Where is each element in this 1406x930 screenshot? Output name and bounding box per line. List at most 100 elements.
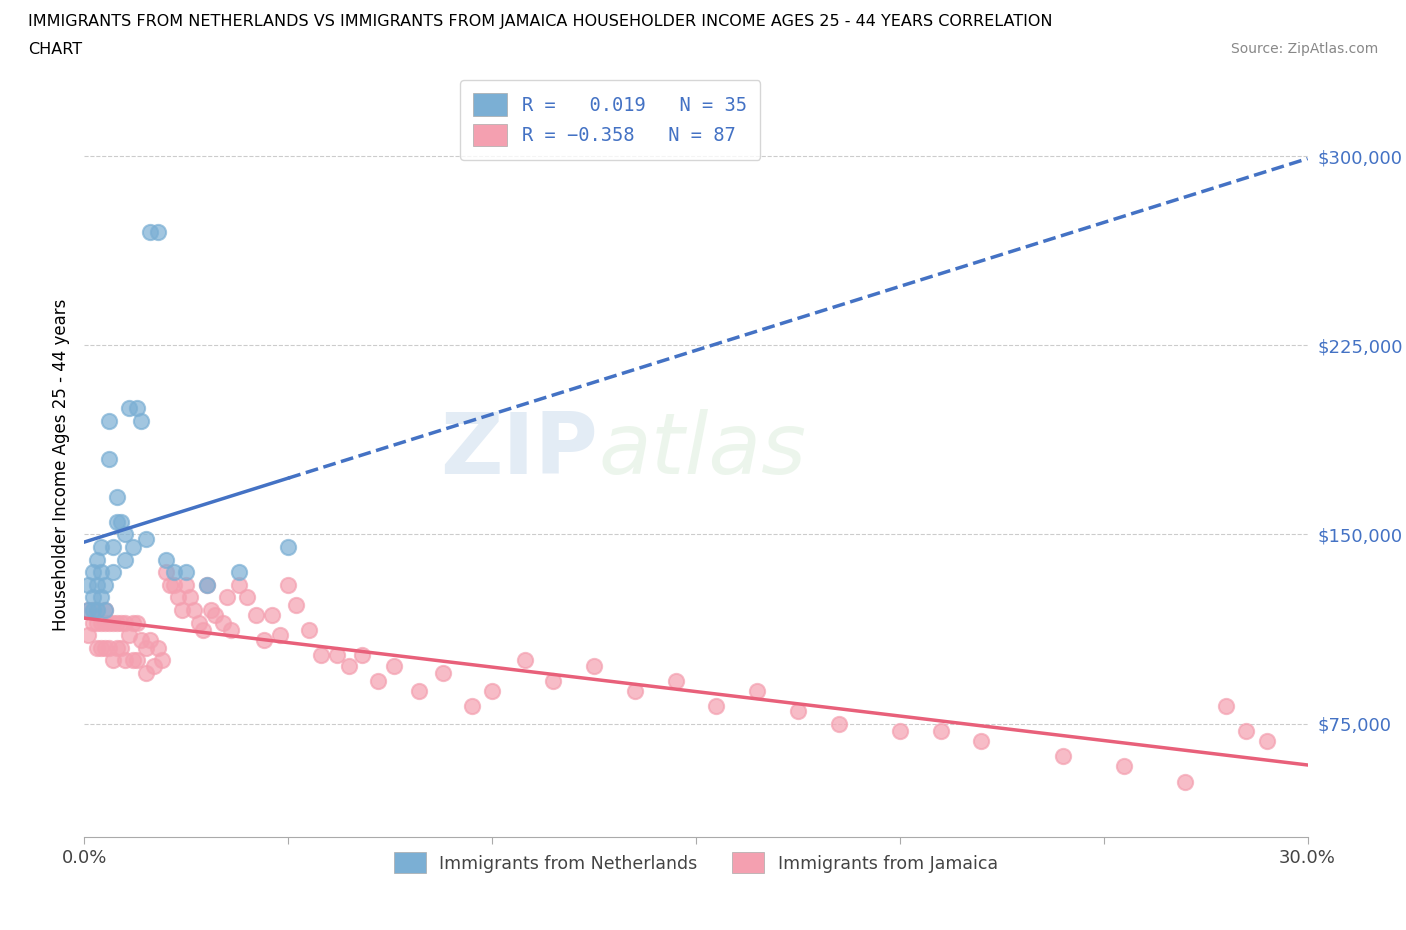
Point [118, 401, 141, 416]
Text: ZIP: ZIP [440, 408, 598, 492]
Point [135, 532, 157, 547]
Point [269, 628, 291, 643]
Point [481, 684, 503, 698]
Point [93, 603, 115, 618]
Point [187, 615, 209, 630]
Point [195, 578, 218, 592]
Point [583, 658, 606, 673]
Point [350, 648, 373, 663]
Point [183, 603, 205, 618]
Point [1215, 698, 1237, 713]
Point [101, 565, 124, 579]
Point [114, 552, 136, 567]
Point [90, 590, 112, 604]
Point [82, 590, 104, 604]
Point [285, 598, 308, 613]
Point [82, 565, 104, 579]
Point [135, 666, 157, 681]
Point [228, 578, 250, 592]
Point [110, 641, 132, 656]
Point [665, 673, 688, 688]
Point [245, 607, 267, 622]
Point [142, 658, 165, 673]
Y-axis label: Householder Income Ages 25 - 44 years: Householder Income Ages 25 - 44 years [52, 299, 70, 631]
Point [326, 648, 349, 663]
Point [86, 603, 108, 618]
Point [90, 641, 112, 656]
Point [179, 590, 201, 604]
Point [828, 716, 851, 731]
Legend: Immigrants from Netherlands, Immigrants from Jamaica: Immigrants from Netherlands, Immigrants … [387, 845, 1005, 881]
Point [77, 603, 100, 618]
Point [212, 615, 235, 630]
Point [219, 623, 242, 638]
Point [513, 653, 536, 668]
Point [105, 615, 128, 630]
Point [97, 641, 120, 656]
Point [174, 565, 197, 579]
Point [543, 673, 565, 688]
Point [195, 578, 218, 592]
Point [82, 615, 104, 630]
Point [298, 623, 321, 638]
Point [97, 615, 120, 630]
Point [408, 684, 430, 698]
Point [105, 514, 128, 529]
Point [86, 603, 108, 618]
Text: CHART: CHART [28, 42, 82, 57]
Point [77, 578, 100, 592]
Point [1236, 724, 1258, 738]
Point [159, 578, 181, 592]
Point [127, 653, 149, 668]
Point [747, 684, 769, 698]
Point [93, 615, 115, 630]
Point [77, 603, 100, 618]
Point [191, 623, 214, 638]
Point [277, 539, 299, 554]
Point [155, 565, 177, 579]
Point [138, 632, 160, 647]
Point [86, 615, 108, 630]
Point [131, 632, 153, 647]
Point [200, 603, 222, 618]
Point [217, 590, 239, 604]
Point [970, 734, 993, 749]
Point [90, 539, 112, 554]
Point [93, 603, 115, 618]
Point [97, 414, 120, 429]
Point [86, 641, 108, 656]
Point [114, 527, 136, 542]
Point [1114, 759, 1136, 774]
Point [118, 628, 141, 643]
Point [382, 658, 405, 673]
Point [167, 590, 190, 604]
Point [105, 641, 128, 656]
Point [253, 632, 276, 647]
Point [101, 615, 124, 630]
Point [122, 615, 145, 630]
Point [228, 565, 250, 579]
Point [86, 552, 108, 567]
Point [93, 578, 115, 592]
Point [138, 224, 160, 239]
Point [90, 565, 112, 579]
Point [339, 658, 361, 673]
Point [367, 673, 389, 688]
Point [236, 590, 259, 604]
Point [174, 578, 197, 592]
Point [131, 414, 153, 429]
Point [110, 514, 132, 529]
Point [86, 578, 108, 592]
Point [1052, 749, 1074, 764]
Point [432, 666, 454, 681]
Text: atlas: atlas [598, 408, 806, 492]
Point [122, 539, 145, 554]
Point [260, 607, 283, 622]
Point [82, 603, 104, 618]
Point [127, 401, 149, 416]
Point [146, 641, 169, 656]
Point [155, 552, 177, 567]
Point [93, 641, 115, 656]
Point [172, 603, 194, 618]
Text: IMMIGRANTS FROM NETHERLANDS VS IMMIGRANTS FROM JAMAICA HOUSEHOLDER INCOME AGES 2: IMMIGRANTS FROM NETHERLANDS VS IMMIGRANT… [28, 14, 1053, 29]
